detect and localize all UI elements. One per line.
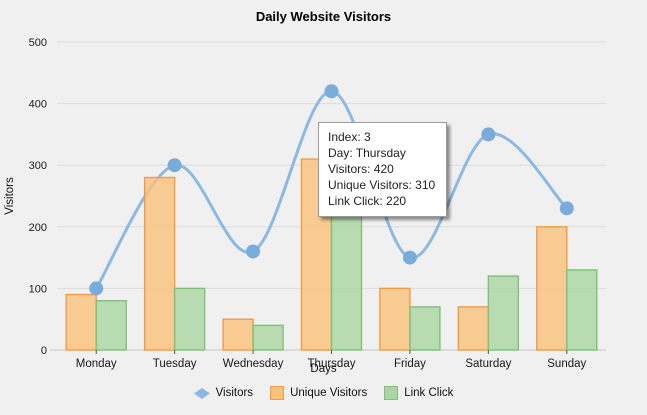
y-tick-label: 400 — [29, 99, 47, 111]
x-tick-label: Monday — [76, 358, 117, 370]
bar-unique-visitors[interactable] — [65, 293, 97, 351]
tooltip-line-unique-visitors: Unique Visitors: 310 — [328, 178, 436, 192]
x-axis-title: Days — [310, 363, 337, 375]
bar-link-click[interactable] — [95, 300, 127, 351]
chart-title: Daily Website Visitors — [255, 9, 392, 24]
visitors-point[interactable] — [402, 250, 417, 265]
bar-unique-visitors[interactable] — [536, 226, 568, 351]
visitors-point[interactable] — [89, 281, 104, 296]
bar-link-click[interactable] — [252, 324, 284, 351]
legend-label-unique-visitors: Unique Visitors — [290, 387, 368, 399]
visitors-point[interactable] — [324, 84, 339, 99]
visitors-point[interactable] — [167, 158, 182, 173]
x-tick-label: Saturday — [465, 358, 511, 370]
bar-unique-visitors[interactable] — [222, 318, 254, 351]
bar-link-click[interactable] — [409, 306, 441, 351]
visitors-diamond-icon — [193, 387, 210, 399]
visitors-point[interactable] — [559, 201, 574, 216]
bar-unique-visitors[interactable] — [457, 306, 490, 351]
y-tick-label: 200 — [29, 222, 47, 234]
unique-visitors-swatch-icon — [270, 386, 285, 400]
legend-item-visitors[interactable]: Visitors — [193, 387, 254, 399]
bar-link-click[interactable] — [487, 275, 520, 351]
tooltip-line-index: Index: 3 — [328, 130, 371, 144]
x-tick-label: Tuesday — [153, 358, 197, 370]
x-tick-label: Thursday — [308, 358, 356, 370]
y-tick-label: 500 — [29, 37, 47, 49]
legend-label-visitors: Visitors — [215, 387, 254, 399]
x-tick-label: Sunday — [547, 358, 586, 370]
y-tick-label: 0 — [41, 345, 47, 357]
bar-link-click[interactable] — [330, 213, 363, 351]
visitors-point[interactable] — [246, 244, 261, 259]
x-tick-label: Friday — [394, 358, 426, 370]
x-tick-label: Wednesday — [223, 358, 284, 370]
tooltip-line-day: Day: Thursday — [328, 146, 406, 160]
bar-unique-visitors[interactable] — [379, 287, 411, 351]
tooltip-line-link-click: Link Click: 220 — [328, 194, 407, 208]
link-click-swatch-icon — [384, 386, 399, 400]
visitors-point[interactable] — [481, 127, 496, 142]
legend: Visitors Unique Visitors Link Click — [0, 386, 647, 400]
legend-label-link-click: Link Click — [404, 387, 454, 399]
legend-item-link-click[interactable]: Link Click — [384, 386, 453, 400]
bar-link-click[interactable] — [173, 287, 206, 351]
chart-tooltip: Index: 3 Day: Thursday Visitors: 420 Uni… — [318, 122, 448, 217]
bar-link-click[interactable] — [566, 269, 598, 351]
bar-unique-visitors[interactable] — [143, 176, 176, 351]
y-tick-label: 300 — [29, 160, 47, 172]
legend-item-unique-visitors[interactable]: Unique Visitors — [270, 386, 367, 400]
tooltip-line-visitors: Visitors: 420 — [328, 162, 394, 176]
y-tick-label: 100 — [29, 283, 47, 295]
